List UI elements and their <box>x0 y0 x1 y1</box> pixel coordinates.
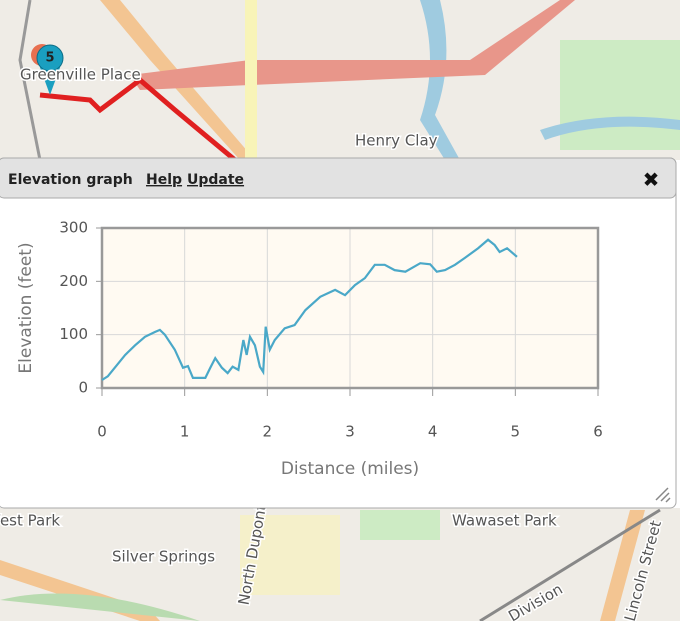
x-tick-label: 3 <box>345 423 355 441</box>
map-label: Henry Clay <box>355 132 438 150</box>
x-tick-label: 1 <box>180 423 190 441</box>
map-marker[interactable]: 5 <box>45 51 54 66</box>
map-label: Wawaset Park <box>452 512 557 530</box>
map-label: Greenville Place <box>20 66 141 84</box>
x-tick-label: 5 <box>511 423 521 441</box>
update-link[interactable]: Update <box>187 172 244 188</box>
elevation-chart: 0 100 200 300 0 1 2 3 4 5 6 Distance (miles) Elevati… <box>16 219 603 480</box>
y-axis-label: Elevation (feet) <box>16 242 36 373</box>
y-tick-label: 300 <box>59 219 88 237</box>
x-tick-label: 0 <box>97 423 107 441</box>
y-tick-label: 100 <box>59 325 88 343</box>
panel-title: Elevation graph <box>8 172 133 188</box>
x-tick-label: 4 <box>428 423 438 441</box>
plot-frame <box>100 226 600 390</box>
y-tick-label: 0 <box>78 379 88 397</box>
map-label: Silver Springs <box>112 548 215 566</box>
x-tick-label: 2 <box>263 423 273 441</box>
close-button[interactable]: ✖ <box>643 168 660 192</box>
resize-handle[interactable] <box>655 487 671 503</box>
elevation-line <box>101 238 518 381</box>
map-top: 5 Greenville Place Henry Clay <box>0 0 680 162</box>
x-axis-label: Distance (miles) <box>281 459 419 479</box>
map-bottom: West Park Silver Springs Wawaset Park No… <box>0 501 680 621</box>
map-label: West Park <box>0 512 60 530</box>
y-tick-label: 200 <box>59 272 88 290</box>
x-tick-label: 6 <box>593 423 603 441</box>
help-link[interactable]: Help <box>146 172 182 188</box>
